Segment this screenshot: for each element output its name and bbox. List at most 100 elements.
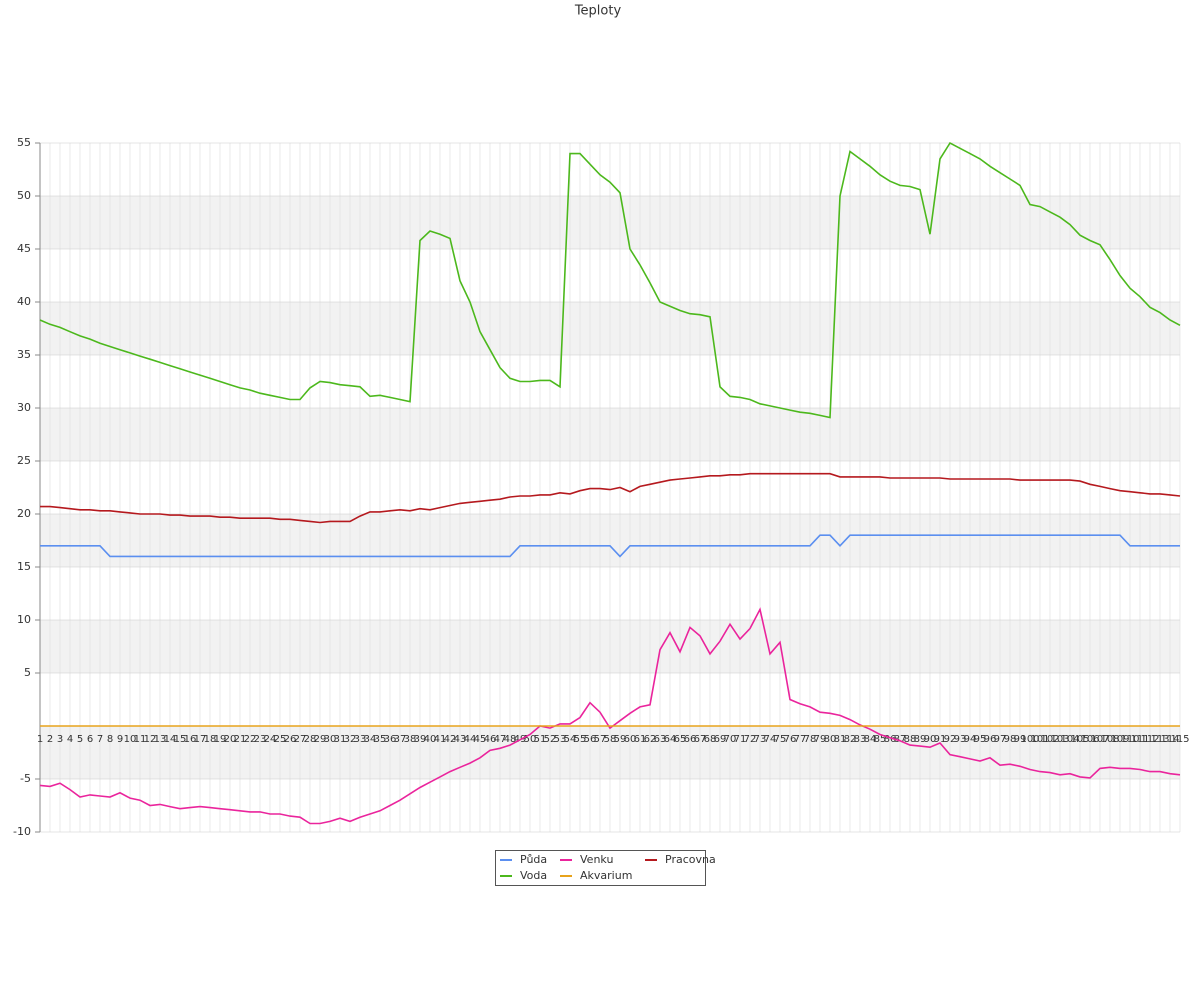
x-tick-label: 98 [1004, 734, 1017, 745]
series-line [39, 141, 1181, 419]
x-tick-label: 51 [534, 734, 547, 745]
x-tick-label: 22 [244, 734, 257, 745]
x-tick-label: 62 [644, 734, 657, 745]
x-tick-label: 63 [654, 734, 667, 745]
series-line [39, 607, 1181, 825]
x-tick-label: 82 [844, 734, 857, 745]
y-tick-label: 25 [17, 454, 31, 467]
x-tick-label: 39 [414, 734, 427, 745]
x-tick-label: 61 [634, 734, 647, 745]
x-tick-label: 101 [1030, 734, 1049, 745]
x-tick-label: 1 [37, 734, 43, 745]
x-tick-label: 92 [944, 734, 957, 745]
y-tick-label: 20 [17, 507, 31, 520]
x-tick-label: 106 [1080, 734, 1099, 745]
legend-label: Voda [520, 869, 547, 882]
x-tick-label: 72 [744, 734, 757, 745]
x-tick-label: 54 [564, 734, 577, 745]
x-tick-label: 85 [874, 734, 887, 745]
x-tick-label: 96 [984, 734, 997, 745]
series-line [40, 534, 1180, 558]
x-tick-label: 83 [854, 734, 867, 745]
x-tick-label: 2 [47, 734, 53, 745]
x-tick-label: 74 [764, 734, 777, 745]
x-tick-label: 110 [1120, 734, 1139, 745]
x-tick-label: 32 [344, 734, 357, 745]
x-tick-label: 10 [124, 734, 137, 745]
x-tick-label: 41 [434, 734, 447, 745]
x-tick-label: 11 [134, 734, 147, 745]
y-tick-label: 50 [17, 189, 31, 202]
x-tick-label: 70 [724, 734, 737, 745]
x-tick-label: 91 [934, 734, 947, 745]
x-tick-label: 30 [324, 734, 337, 745]
x-tick-label: 115 [1170, 734, 1189, 745]
x-tick-label: 13 [154, 734, 167, 745]
x-tick-label: 37 [394, 734, 407, 745]
y-tick-label: 35 [17, 348, 31, 361]
y-tick-label: 10 [17, 613, 31, 626]
x-tick-label: 24 [264, 734, 277, 745]
x-tick-label: 21 [234, 734, 247, 745]
x-tick-label: 53 [554, 734, 567, 745]
x-tick-label: 34 [364, 734, 377, 745]
x-tick-label: 27 [294, 734, 307, 745]
x-tick-label: 8 [107, 734, 113, 745]
legend-label: Akvarium [580, 869, 632, 882]
legend-box [495, 850, 706, 886]
x-tick-label: 114 [1160, 734, 1179, 745]
x-tick-label: 93 [954, 734, 967, 745]
x-tick-label: 44 [464, 734, 477, 745]
x-tick-label: 99 [1014, 734, 1027, 745]
x-tick-label: 77 [794, 734, 807, 745]
y-tick-label: 55 [17, 136, 31, 149]
x-tick-label: 15 [174, 734, 187, 745]
x-tick-label: 76 [784, 734, 797, 745]
x-tick-label: 40 [424, 734, 437, 745]
x-tick-label: 102 [1040, 734, 1059, 745]
chart-title: Teploty [574, 4, 622, 19]
x-tick-label: 43 [454, 734, 467, 745]
x-tick-label: 5 [77, 734, 83, 745]
x-tick-label: 89 [914, 734, 927, 745]
legend-label: Pracovna [665, 853, 716, 866]
x-tick-label: 90 [924, 734, 937, 745]
x-tick-label: 9 [117, 734, 123, 745]
x-tick-label: 38 [404, 734, 417, 745]
x-tick-label: 18 [204, 734, 217, 745]
y-tick-label: 40 [17, 295, 31, 308]
x-tick-label: 48 [504, 734, 517, 745]
y-tick-label: -10 [13, 825, 31, 838]
x-tick-label: 14 [164, 734, 177, 745]
x-tick-label: 58 [604, 734, 617, 745]
x-tick-label: 60 [624, 734, 637, 745]
x-tick-label: 31 [334, 734, 347, 745]
x-tick-label: 75 [774, 734, 787, 745]
series-line [40, 472, 1181, 524]
x-tick-label: 64 [664, 734, 677, 745]
x-tick-label: 4 [67, 734, 73, 745]
x-tick-label: 71 [734, 734, 747, 745]
x-tick-label: 65 [674, 734, 687, 745]
x-tick-label: 23 [254, 734, 267, 745]
x-tick-label: 17 [194, 734, 207, 745]
x-tick-label: 29 [314, 734, 327, 745]
legend-label: Venku [580, 853, 613, 866]
x-tick-label: 73 [754, 734, 767, 745]
x-tick-label: 67 [694, 734, 707, 745]
x-tick-label: 69 [714, 734, 727, 745]
x-tick-label: 109 [1110, 734, 1129, 745]
y-tick-label: 15 [17, 560, 31, 573]
x-tick-label: 81 [834, 734, 847, 745]
x-tick-label: 78 [804, 734, 817, 745]
x-tick-label: 50 [524, 734, 537, 745]
x-tick-label: 86 [884, 734, 897, 745]
x-tick-label: 57 [594, 734, 607, 745]
x-tick-label: 3 [57, 734, 63, 745]
x-tick-label: 52 [544, 734, 557, 745]
x-tick-label: 42 [444, 734, 457, 745]
x-tick-label: 105 [1070, 734, 1089, 745]
x-tick-label: 47 [494, 734, 507, 745]
x-tick-label: 87 [894, 734, 907, 745]
